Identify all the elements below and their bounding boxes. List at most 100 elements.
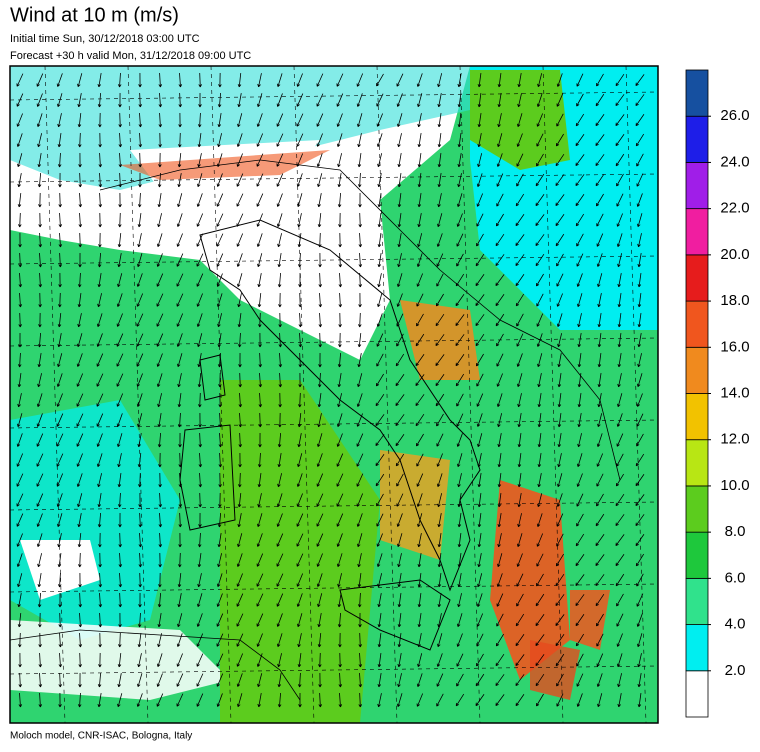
- wind-arrow: [437, 633, 443, 648]
- wind-arrow: [535, 194, 545, 207]
- wind-arrow: [316, 573, 323, 587]
- wind-arrow: [595, 193, 604, 207]
- wind-arrow: [616, 633, 623, 647]
- wind-arrow: [476, 633, 484, 647]
- wind-arrow: [556, 693, 564, 707]
- wind-arrow: [456, 673, 464, 687]
- wind-arrow: [317, 593, 323, 608]
- wind-arrow: [78, 672, 82, 688]
- wind-arrow: [117, 492, 122, 508]
- wind-arrow: [376, 513, 384, 527]
- wind-arrow: [218, 412, 223, 428]
- wind-arrow: [396, 313, 404, 327]
- wind-arrow: [56, 433, 64, 447]
- wind-arrow: [37, 353, 42, 368]
- wind-arrow: [396, 333, 404, 347]
- wind-arrow: [435, 313, 445, 327]
- wind-arrow: [156, 293, 164, 307]
- wind-arrow: [376, 333, 384, 347]
- wind-arrow: [536, 153, 544, 167]
- wind-arrow: [277, 272, 282, 288]
- wind-arrow: [137, 433, 142, 448]
- wind-arrow: [457, 453, 463, 468]
- wind-arrow: [437, 493, 443, 508]
- wind-arrow: [256, 613, 264, 627]
- wind-arrow: [58, 272, 62, 288]
- wind-arrow: [37, 172, 42, 188]
- wind-arrow: [437, 193, 442, 208]
- wind-arrow: [58, 232, 63, 248]
- wind-arrow: [515, 274, 525, 287]
- wind-arrow: [118, 112, 122, 128]
- wind-arrow: [256, 113, 263, 127]
- wind-arrow: [635, 494, 645, 507]
- wind-arrow: [496, 173, 504, 187]
- wind-arrow: [395, 434, 405, 447]
- wind-arrow: [157, 413, 162, 428]
- wind-arrow: [77, 112, 82, 128]
- wind-arrow: [497, 73, 502, 88]
- colorbar-swatch: [685, 346, 709, 394]
- wind-arrow: [336, 133, 343, 147]
- wind-arrow: [416, 493, 423, 507]
- wind-arrow: [358, 192, 362, 208]
- wind-arrow: [38, 632, 42, 648]
- wind-arrow: [397, 153, 402, 168]
- wind-arrow: [377, 693, 382, 708]
- wind-arrow: [357, 533, 363, 548]
- wind-arrow: [337, 153, 343, 168]
- wind-arrow: [77, 493, 83, 508]
- wind-arrow: [298, 372, 302, 388]
- wind-arrow: [178, 112, 182, 128]
- wind-arrow: [636, 193, 643, 207]
- wind-arrow: [178, 552, 182, 568]
- wind-arrow: [535, 634, 545, 647]
- coastline: [199, 219, 481, 592]
- wind-arrow: [277, 653, 282, 668]
- wind-arrow: [338, 252, 343, 268]
- wind-arrow: [276, 513, 283, 527]
- wind-arrow: [218, 72, 222, 88]
- wind-arrow: [517, 393, 522, 408]
- wind-arrow: [238, 432, 243, 448]
- wind-arrow: [296, 153, 304, 167]
- wind-arrow: [16, 533, 23, 547]
- wind-arrow: [516, 313, 524, 327]
- wind-arrow: [17, 192, 22, 208]
- wind-arrow: [497, 133, 503, 148]
- wind-arrow: [497, 553, 503, 568]
- wind-arrow: [437, 533, 442, 548]
- wind-arrow: [556, 113, 564, 127]
- colorbar-swatch: [685, 439, 709, 487]
- strong-wind: [570, 590, 610, 650]
- wind-arrow: [198, 392, 202, 408]
- wind-arrow: [316, 153, 323, 167]
- wind-arrow: [216, 173, 223, 187]
- wind-arrow: [535, 273, 544, 287]
- wind-arrow: [137, 673, 143, 688]
- wind-arrow: [276, 593, 284, 607]
- wind-arrow: [417, 553, 422, 568]
- wind-arrow: [416, 473, 424, 487]
- wind-arrow: [637, 213, 643, 228]
- wind-arrow: [156, 273, 164, 287]
- wind-arrow: [437, 93, 442, 108]
- wind-arrow: [176, 213, 183, 227]
- wind-arrow: [636, 373, 643, 387]
- wind-arrow: [358, 692, 363, 708]
- wind-arrow: [236, 133, 243, 147]
- wind-arrow: [138, 552, 143, 568]
- wind-arrow: [515, 654, 525, 667]
- wind-arrow: [78, 572, 82, 588]
- wind-arrow: [76, 373, 84, 387]
- wind-arrow: [576, 493, 584, 507]
- wind-arrow: [435, 374, 445, 387]
- wind-arrow: [296, 553, 304, 567]
- wind-arrow: [217, 313, 223, 328]
- wind-arrow: [78, 172, 83, 188]
- wind-arrow: [256, 653, 263, 667]
- wind-arrow: [635, 453, 645, 467]
- wind-arrow: [58, 692, 62, 708]
- wind-arrow: [37, 153, 42, 168]
- wind-arrow: [176, 293, 184, 307]
